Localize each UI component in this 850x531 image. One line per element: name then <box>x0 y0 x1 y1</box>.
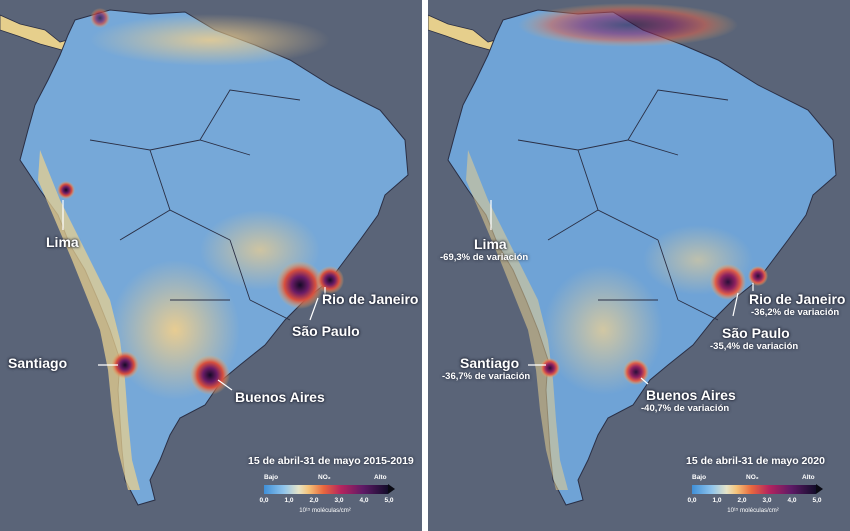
legend-tick: 5,0 <box>812 497 822 504</box>
legend-units: 10¹⁵ moléculas/cm² <box>727 508 779 514</box>
legend-tick: 5,0 <box>384 497 394 504</box>
legend-low-label: Bajo <box>264 474 279 481</box>
change-label-lima: -69,3% de variación <box>440 252 529 263</box>
sao-paulo-hotspot <box>276 261 324 309</box>
legend-tick: 1,0 <box>712 497 722 504</box>
city-label-buenos-aires: Buenos Aires <box>646 387 736 403</box>
south-america-no2-map <box>428 3 837 506</box>
legend-high-label: Alto <box>374 474 387 481</box>
date-range-label: 15 de abril-31 de mayo 2015-2019 <box>248 455 414 467</box>
city-label-lima: Lima <box>474 236 507 252</box>
sao-paulo-leader <box>732 292 739 317</box>
legend-color-bar <box>692 485 816 494</box>
map-panel-2020: Lima -69,3% de variación Santiago -36,7%… <box>428 0 850 531</box>
legend-gas-label: NO₂ <box>318 474 331 481</box>
city-label-rio: Rio de Janeiro <box>322 291 419 307</box>
legend-low-label: Bajo <box>692 474 707 481</box>
legend-tick: 4,0 <box>359 497 369 504</box>
legend-tick: 3,0 <box>334 497 344 504</box>
sao-paulo-leader <box>309 297 319 321</box>
map-panel-2015-2019: Lima Santiago Rio de Janeiro São Paulo B… <box>0 0 422 531</box>
legend-tick: 1,0 <box>284 497 294 504</box>
no2-legend: Bajo NO₂ Alto 0,0 1,0 2,0 3,0 4,0 5,0 10… <box>254 471 396 521</box>
legend-units: 10¹⁵ moléculas/cm² <box>299 508 351 514</box>
city-label-santiago: Santiago <box>8 355 68 371</box>
legend-gas-label: NO₂ <box>746 474 759 481</box>
buenos-aires-leader <box>640 377 649 385</box>
date-range-label: 15 de abril-31 de mayo 2020 <box>686 455 825 467</box>
country-borders <box>89 89 301 321</box>
rio-hotspot <box>748 266 768 286</box>
legend-tick: 4,0 <box>787 497 797 504</box>
sao-paulo-hotspot <box>710 264 746 300</box>
legend-arrow-icon <box>388 484 395 494</box>
santiago-hotspot <box>111 351 139 379</box>
city-label-buenos-aires: Buenos Aires <box>235 389 325 405</box>
change-label-sao-paulo: -35,4% de variación <box>710 341 799 352</box>
city-label-lima: Lima <box>46 234 79 250</box>
legend-arrow-icon <box>816 484 823 494</box>
change-label-buenos-aires: -40,7% de variación <box>641 403 730 414</box>
legend-tick: 2,0 <box>309 497 319 504</box>
legend-tick: 0,0 <box>259 497 269 504</box>
legend-tick: 0,0 <box>687 497 697 504</box>
city-label-santiago: Santiago <box>460 355 520 371</box>
legend-tick: 3,0 <box>762 497 772 504</box>
santiago-hotspot <box>540 358 560 378</box>
panel-divider <box>422 0 428 531</box>
buenos-aires-leader <box>217 379 233 391</box>
rio-hotspot <box>316 266 344 294</box>
change-label-rio: -36,2% de variación <box>751 307 840 318</box>
south-america-no2-map <box>0 8 409 506</box>
legend-high-label: Alto <box>802 474 815 481</box>
no2-legend: Bajo NO₂ Alto 0,0 1,0 2,0 3,0 4,0 5,0 10… <box>682 471 824 521</box>
country-borders <box>517 89 729 321</box>
city-label-rio: Rio de Janeiro <box>749 291 846 307</box>
city-label-sao-paulo: São Paulo <box>722 325 790 341</box>
city-label-sao-paulo: São Paulo <box>292 323 360 339</box>
change-label-santiago: -36,7% de variación <box>442 371 531 382</box>
lima-hotspot <box>57 181 75 199</box>
legend-color-bar <box>264 485 388 494</box>
legend-tick: 2,0 <box>737 497 747 504</box>
buenos-aires-hotspot <box>190 355 230 395</box>
